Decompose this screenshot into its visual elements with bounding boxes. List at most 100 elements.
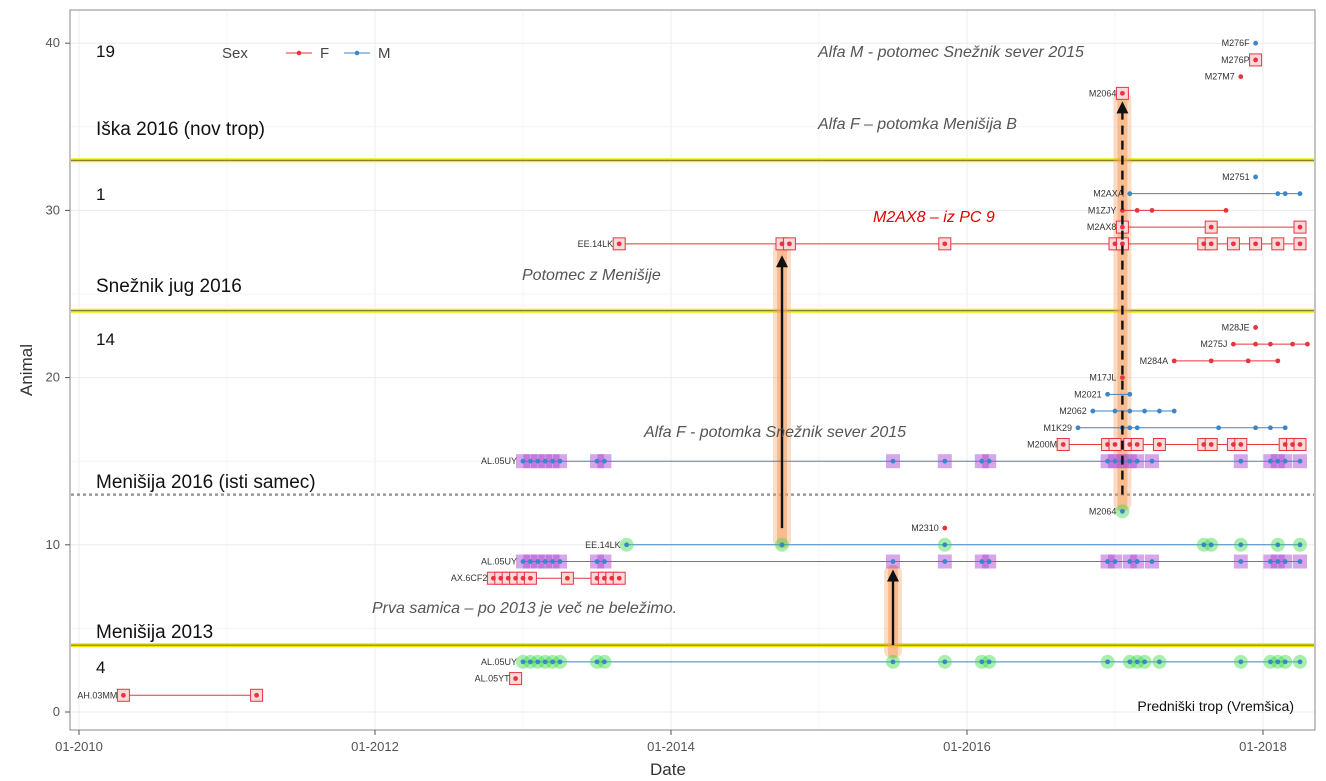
animal-id-label: M2062: [1059, 406, 1087, 416]
animal-id-label: M275J: [1200, 339, 1227, 349]
detection-point: [1297, 659, 1303, 665]
detection-point: [1282, 442, 1288, 447]
detection-point: [1120, 208, 1125, 213]
detection-point: [254, 692, 259, 698]
legend-label-M: M: [378, 45, 391, 62]
detection-point: [1120, 508, 1125, 514]
detection-point: [1282, 458, 1288, 464]
animal-id-label: M276F: [1222, 38, 1251, 48]
legend-label-F: F: [320, 45, 329, 62]
annotation-m2ax8: M2AX8 – iz PC 9: [873, 209, 995, 226]
detection-point: [1305, 341, 1310, 347]
detection-point: [1142, 408, 1147, 414]
detection-point: [557, 659, 563, 665]
animal-row-m2064: M2064: [1089, 504, 1130, 519]
detection-point: [1282, 559, 1288, 564]
zone-count-14: 14: [96, 330, 115, 349]
animal-id-label: M1K29: [1043, 423, 1072, 433]
y-tick-label: 10: [46, 537, 60, 552]
y-tick-label: 20: [46, 370, 60, 385]
animal-row-al-05uy: AL.05UY: [481, 454, 1307, 469]
territory-lines: [71, 158, 1314, 648]
detection-point: [1171, 408, 1177, 414]
arrow-head: [887, 569, 899, 582]
detection-point: [1268, 559, 1273, 564]
zone-label-iska: Iška 2016 (nov trop): [96, 119, 265, 140]
detection-point: [1297, 241, 1303, 247]
detection-point: [1231, 442, 1236, 447]
animal-id-label: AL.05UY: [481, 456, 517, 466]
detection-point: [1297, 442, 1303, 447]
animal-id-label: M2AXA: [1093, 189, 1124, 199]
detection-point: [1149, 458, 1155, 464]
detection-point: [1127, 659, 1133, 665]
detection-point: [979, 458, 985, 464]
y-axis-title: Animal: [17, 344, 36, 396]
detection-point: [602, 559, 607, 564]
detection-point: [565, 575, 570, 581]
animal-row-al-05uy: AL.05UY: [481, 654, 1307, 669]
plot-panel: [69, 9, 1316, 731]
detection-point: [942, 525, 948, 531]
detection-point: [520, 659, 526, 665]
detection-point: [1223, 208, 1229, 213]
detection-point: [550, 559, 555, 564]
detection-point: [979, 559, 985, 564]
detection-point: [1208, 442, 1214, 447]
animal-id-label: M28JE: [1222, 322, 1250, 332]
detection-point: [1275, 458, 1281, 464]
detection-point: [890, 659, 896, 665]
detection-point: [491, 575, 496, 581]
detection-point: [1268, 341, 1273, 347]
detection-point: [942, 241, 948, 247]
detection-point: [1297, 559, 1303, 564]
animal-row-m2064: M2064: [1089, 86, 1129, 100]
animal-row-al-05yt: AL.05YT: [475, 672, 523, 686]
detection-point: [1149, 208, 1155, 213]
animal-id-label: M2021: [1074, 389, 1102, 399]
detection-point: [1216, 425, 1221, 431]
detection-point: [557, 559, 563, 564]
detection-point: [979, 659, 985, 665]
zone-label-menisija-2013: Menišija 2013: [96, 622, 213, 643]
detection-point: [1268, 659, 1273, 665]
animal-id-label: M284A: [1140, 356, 1169, 366]
detection-point: [1290, 442, 1295, 447]
axis-ticks: 01-2010 01-2012 01-2014 01-2016 01-2018 0 10 20…: [46, 35, 1287, 754]
detection-point: [1075, 425, 1081, 431]
annotation-potomec: Potomec z Menišije: [522, 267, 661, 284]
detection-point: [1275, 358, 1281, 364]
arrow-head: [1116, 101, 1129, 114]
animal-id-label: M27M7: [1205, 72, 1235, 82]
detection-point: [528, 559, 533, 564]
legend-dot-F: [296, 50, 302, 56]
detection-point: [550, 458, 555, 464]
animal-id-label: M2AX8: [1087, 222, 1117, 232]
animal-row-m2751: M2751: [1222, 172, 1258, 182]
detection-point: [942, 458, 948, 464]
detection-point: [535, 659, 541, 665]
detection-point: [609, 575, 615, 581]
animal-id-label: AL.05YT: [475, 674, 511, 684]
detection-point: [1253, 57, 1258, 63]
detection-point: [1171, 358, 1177, 364]
detection-point: [602, 458, 607, 464]
detection-point: [890, 559, 896, 564]
detection-point: [1231, 341, 1236, 347]
x-tick-label: 01-2018: [1239, 739, 1287, 754]
detection-point: [986, 458, 992, 464]
detection-point: [1253, 341, 1258, 347]
detection-point: [942, 659, 948, 665]
animal-row-m2axa: M2AXA: [1093, 189, 1303, 199]
animal-id-label: M17JL: [1089, 373, 1116, 383]
animal-row-m276p: M276P: [1221, 53, 1263, 67]
detection-point: [505, 575, 511, 581]
animal-id-label: AH.03MM: [77, 690, 117, 700]
detection-point: [1112, 408, 1118, 414]
gridlines: [71, 11, 1314, 729]
detection-point: [1157, 442, 1162, 447]
detection-point: [1253, 425, 1258, 431]
detection-point: [1275, 542, 1281, 548]
zone-count-4: 4: [96, 658, 105, 677]
detection-point: [594, 559, 600, 564]
